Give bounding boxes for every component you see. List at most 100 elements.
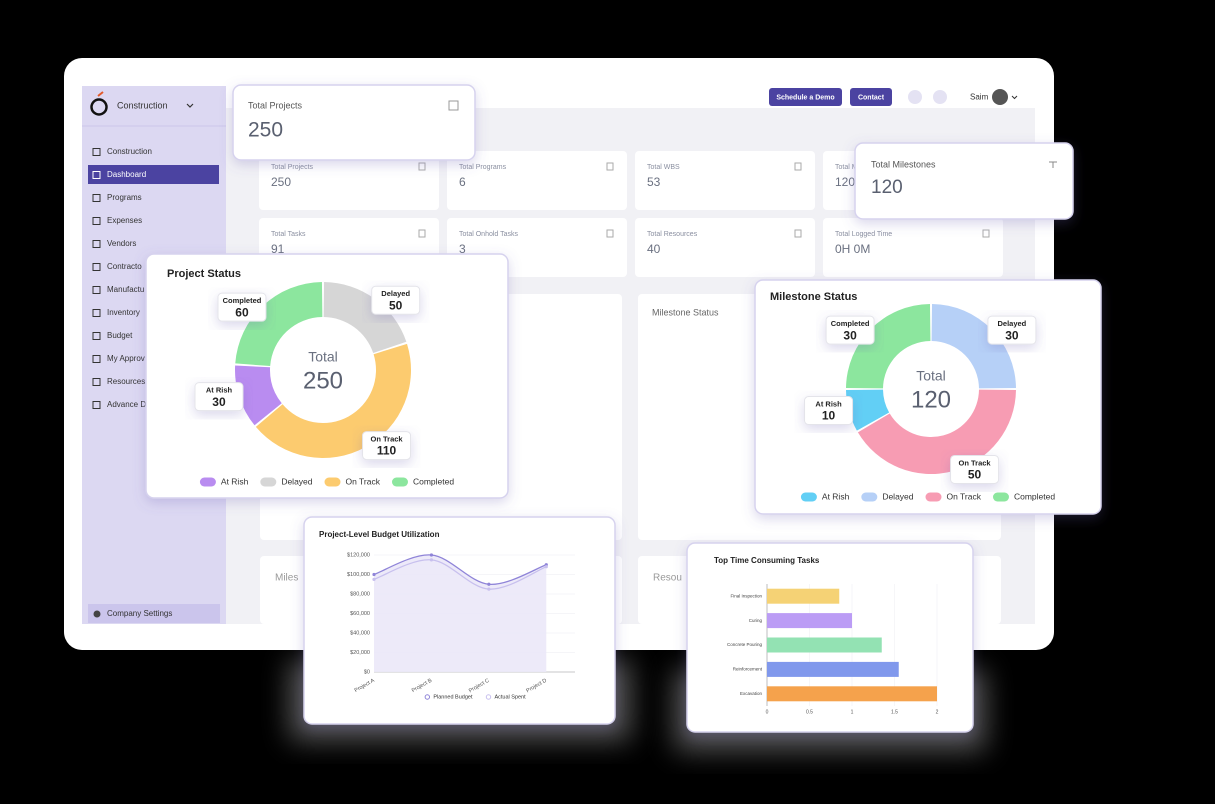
callout-value: 50 [389, 298, 403, 312]
point[interactable] [487, 582, 491, 586]
donut-segment[interactable] [931, 304, 1016, 389]
panel-title: Miles [275, 573, 298, 584]
donut-segment[interactable] [857, 389, 1016, 474]
legend-swatch [925, 492, 942, 502]
panel-title: Milestone Status [652, 307, 719, 317]
brand[interactable]: Construction [117, 100, 168, 110]
bar[interactable] [767, 637, 882, 653]
x-tick-label: 0.5 [806, 709, 813, 715]
menu-item[interactable]: Budget [107, 331, 133, 340]
demo-button[interactable] [769, 88, 842, 106]
menu-item[interactable]: Dashboard [107, 170, 146, 179]
legend-swatch [199, 477, 216, 487]
point[interactable] [429, 558, 434, 562]
contact-button-label[interactable]: Contact [858, 94, 885, 101]
y-tick-label: Excavation [740, 691, 763, 696]
user-name[interactable]: Saim [970, 93, 989, 102]
menu-icon [92, 171, 101, 179]
callout-value: 50 [968, 468, 982, 482]
legend-label: Completed [413, 476, 454, 486]
menu-item[interactable]: Programs [107, 193, 142, 202]
legend-item[interactable]: Delayed [260, 476, 313, 487]
legend-label: Delayed [281, 476, 312, 486]
point[interactable] [487, 587, 491, 591]
bar[interactable] [767, 686, 937, 702]
donut-segment[interactable] [323, 282, 407, 354]
popup-label: Total Projects [248, 100, 303, 110]
legend-label: Planned Budget [433, 694, 473, 700]
panel-title: Resou [653, 573, 682, 584]
chart: Project-Level Budget Utilization $0 $20,00… [303, 516, 616, 725]
menu-item[interactable]: Contracto [107, 262, 142, 271]
donut-segment[interactable] [235, 282, 323, 367]
chart-title: Milestone Status [770, 291, 857, 303]
legend-label: Actual Spent [494, 694, 526, 700]
point[interactable] [429, 553, 434, 557]
legend-item[interactable]: At Rish [199, 476, 249, 487]
popup-icon [1049, 161, 1057, 168]
legend-item[interactable]: On Track [324, 476, 381, 487]
point[interactable] [544, 565, 548, 569]
legend-item[interactable]: Planned Budget [424, 694, 473, 700]
legend-item[interactable]: Actual Spent [485, 694, 526, 700]
legend-item[interactable]: On Track [925, 491, 982, 502]
callout-value: 110 [377, 444, 397, 458]
settings-link[interactable]: Company Settings [107, 609, 172, 618]
logo-accent [97, 91, 104, 97]
donut-segment[interactable] [846, 304, 931, 389]
language-button[interactable] [933, 90, 947, 104]
donut-segment[interactable] [235, 365, 282, 426]
stat-label: Total Onhold Tasks [459, 231, 519, 238]
popup-value: 250 [248, 119, 283, 142]
y-tick-label: $40,000 [350, 630, 370, 636]
stat-value: 91 [271, 242, 285, 256]
popup-bg [232, 84, 476, 161]
legend: At Rish Delayed On Track Completed [199, 476, 454, 487]
menu-item[interactable]: My Approv [107, 354, 145, 363]
point[interactable] [372, 577, 376, 581]
popup-icon [448, 100, 459, 111]
donut-segment[interactable] [846, 389, 890, 431]
legend-item[interactable]: At Rish [800, 491, 850, 502]
settings-button[interactable] [908, 90, 922, 104]
menu-item[interactable]: Construction [107, 147, 152, 156]
contact-button[interactable] [850, 88, 892, 106]
donut-center-value: 250 [303, 367, 343, 394]
menu-item[interactable]: Expenses [107, 216, 142, 225]
point[interactable] [372, 572, 376, 577]
legend-swatch [260, 477, 277, 487]
legend-item[interactable]: Delayed [861, 491, 914, 502]
bar[interactable] [767, 588, 840, 604]
callout-name: On Track [370, 435, 403, 444]
avatar[interactable] [992, 89, 1008, 105]
demo-button-label[interactable]: Schedule a Demo [776, 94, 834, 101]
stat-label: Total Resources [647, 231, 698, 238]
menu-icon [92, 401, 101, 409]
menu-item[interactable]: Resources [107, 377, 145, 386]
callout-name: Completed [223, 296, 262, 305]
legend-label: At Rish [822, 491, 850, 501]
bar[interactable] [767, 613, 852, 629]
legend-label: Completed [1014, 491, 1055, 501]
menu-item[interactable]: Manufactu [107, 285, 144, 294]
stat-icon [606, 229, 614, 238]
stat-value: 3 [459, 242, 466, 256]
menu: Construction Dashboard Programs Expenses Ven… [88, 147, 219, 409]
callout-bg [217, 292, 267, 322]
menu-item[interactable]: Advance D [107, 400, 146, 409]
legend: Planned Budget Actual Spent [424, 694, 526, 700]
legend-item[interactable]: Completed [992, 491, 1055, 502]
legend-item[interactable]: Completed [391, 476, 454, 487]
menu-item[interactable]: Vendors [107, 239, 136, 248]
bar[interactable] [767, 661, 899, 677]
menu-item[interactable]: Inventory [107, 308, 140, 317]
donut-segment[interactable] [255, 343, 412, 459]
chart-title: Project-Level Budget Utilization [319, 530, 440, 539]
stat-value: 250 [271, 175, 291, 189]
stat-card [259, 151, 439, 210]
